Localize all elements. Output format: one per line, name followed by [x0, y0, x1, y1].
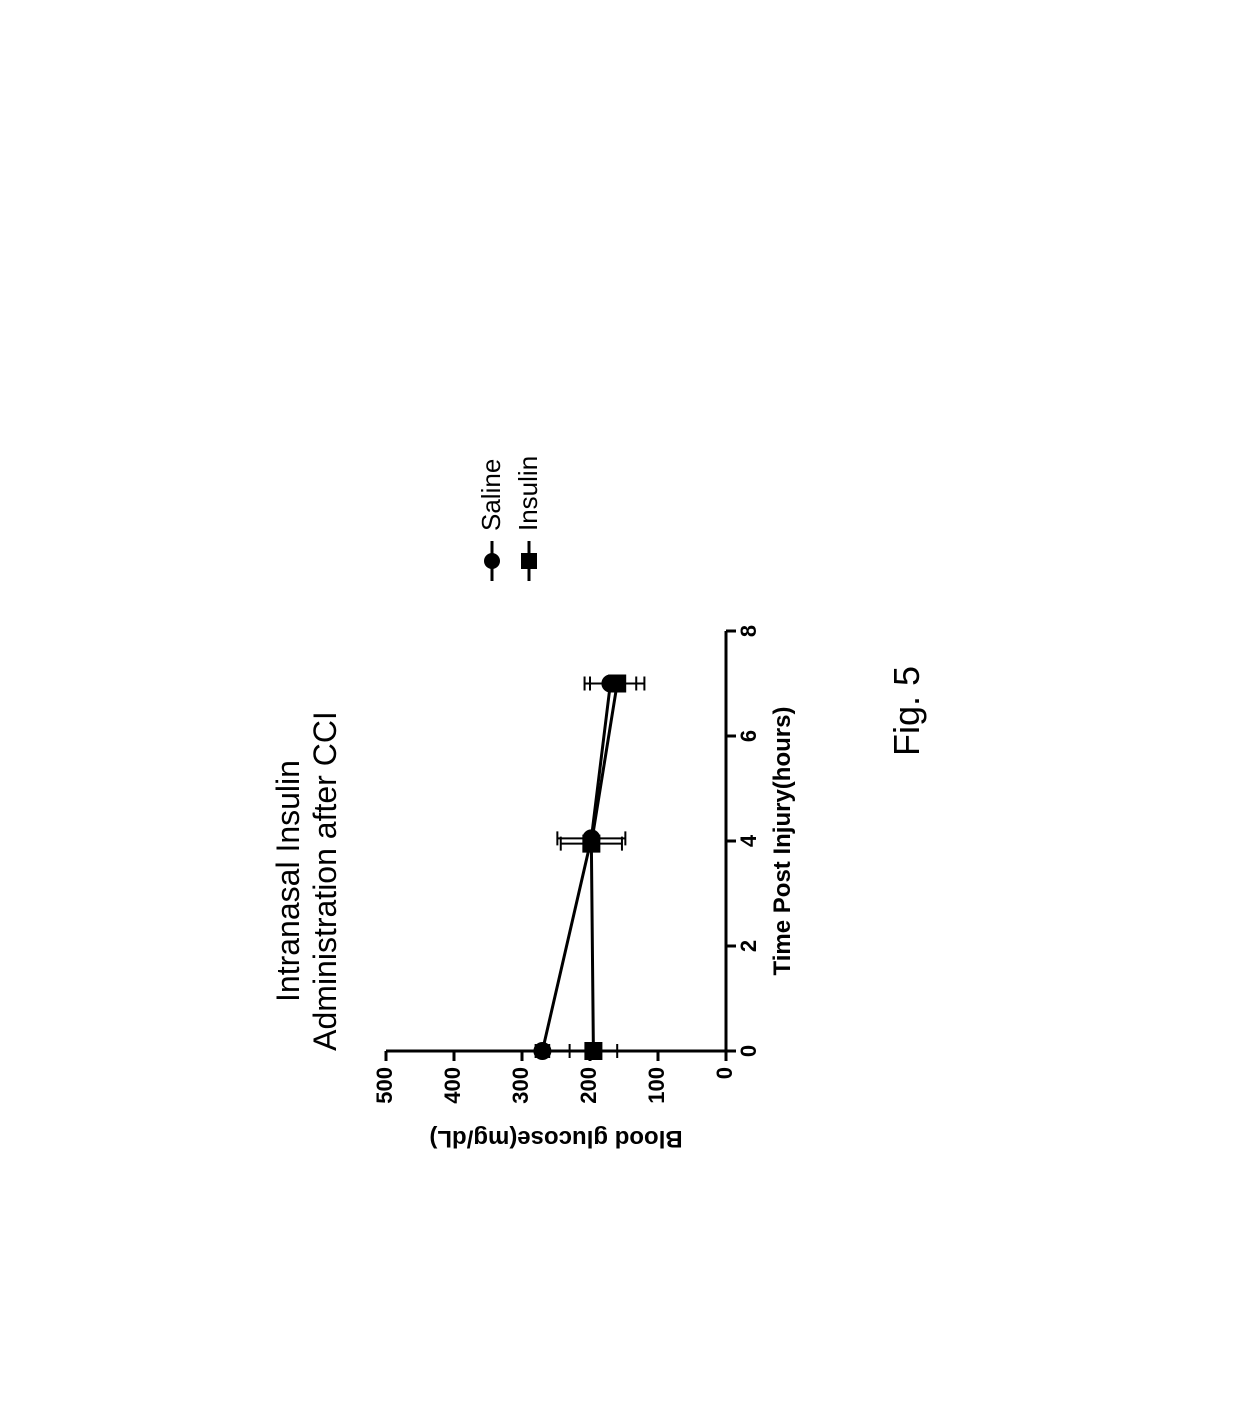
y-axis-label: Blood glucose(mg/dL) — [429, 1125, 682, 1152]
legend-item-insulin: Insulin — [513, 455, 544, 580]
x-tick-label: 0 — [736, 1044, 761, 1056]
marker-square — [582, 834, 600, 852]
y-tick-label: 400 — [439, 1067, 464, 1104]
x-axis-label: Time Post Injury(hours) — [769, 706, 796, 975]
x-tick-label: 4 — [736, 834, 761, 847]
figure-caption: Fig. 5 — [886, 261, 928, 1161]
x-tick-label: 6 — [736, 729, 761, 741]
x-tick-label: 2 — [736, 939, 761, 951]
chart-svg: 0 100 200 300 400 500 0 2 4 6 8 Time Post Injury(ho… — [356, 601, 826, 1161]
legend-label: Insulin — [513, 455, 544, 530]
chart-title-line2: Administration after CCI — [307, 601, 344, 1161]
y-tick-label: 100 — [643, 1067, 668, 1104]
legend-item-saline: Saline — [476, 455, 507, 580]
chart-title-line1: Intranasal Insulin — [270, 601, 307, 1161]
marker-square — [608, 674, 626, 692]
legend-marker-square-icon — [519, 541, 539, 581]
x-tick-label: 8 — [736, 624, 761, 636]
y-tick-label: 300 — [507, 1067, 532, 1104]
y-tick-label: 500 — [371, 1067, 396, 1104]
legend-label: Saline — [476, 458, 507, 530]
marker-square — [584, 1042, 602, 1060]
series-line-saline — [542, 683, 610, 1051]
legend-marker-circle-icon — [482, 541, 502, 581]
y-tick-label: 0 — [711, 1067, 736, 1079]
y-tick-label: 200 — [575, 1067, 600, 1104]
chart-legend: Saline Insulin — [476, 455, 550, 580]
chart-title: Intranasal Insulin Administration after … — [270, 601, 344, 1161]
